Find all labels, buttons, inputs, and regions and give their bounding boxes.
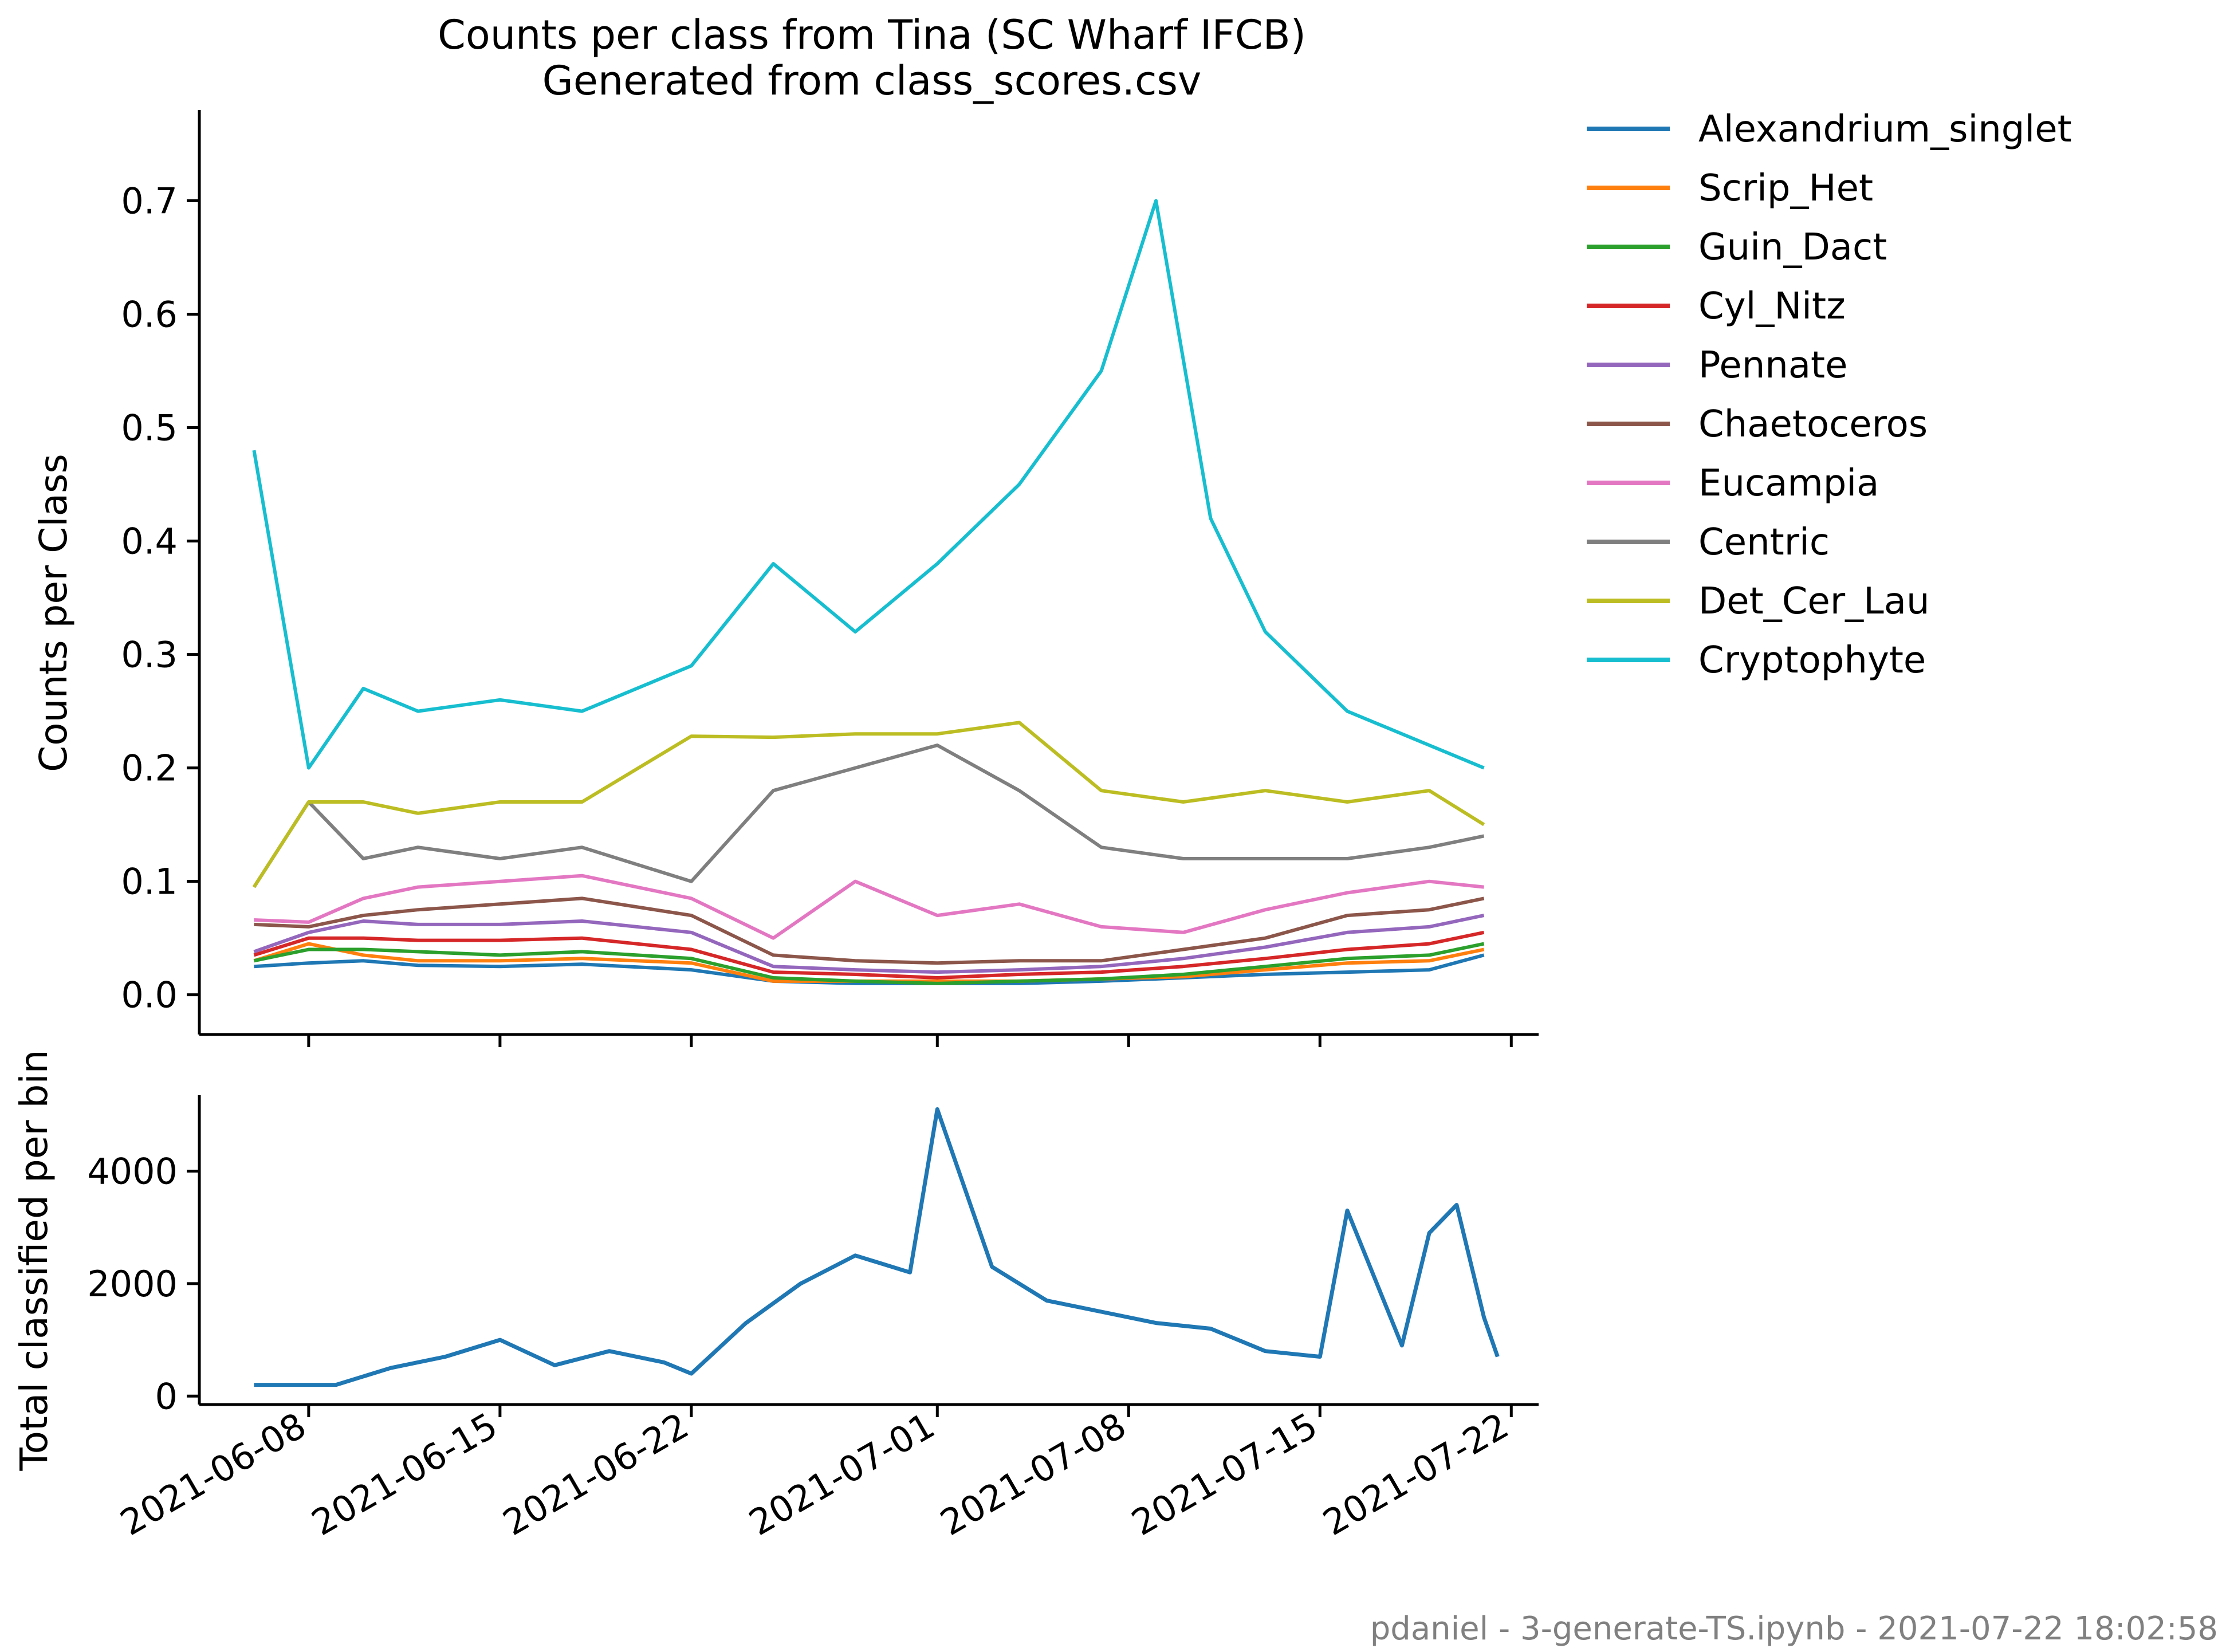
legend-label: Alexandrium_singlet: [1698, 108, 2072, 151]
top-panel: 0.0 0.1 0.2 0.3 0.4 0.5 0.6 0.7 Counts per Clas…: [32, 110, 1539, 1047]
top-y-tick-label: 0.3: [121, 634, 178, 676]
top-y-tick-label: 0.6: [121, 293, 178, 335]
bottom-x-tick-label: 2021-06-22: [496, 1405, 696, 1544]
chart-title-line1: Counts per class from Tina (SC Wharf IFC…: [438, 11, 1306, 58]
top-series-lines: [252, 199, 1485, 985]
bottom-y-tick-label: 4000: [87, 1151, 178, 1193]
top-y-tick-label: 0.1: [121, 861, 178, 903]
legend: Alexandrium_singlet Scrip_Het Guin_Dact Cyl…: [1587, 108, 2072, 682]
top-y-tick-label: 0.0: [121, 974, 178, 1016]
series-line-eucampia: [254, 874, 1484, 940]
legend-label: Cryptophyte: [1698, 639, 1926, 682]
legend-label: Eucampia: [1698, 462, 1879, 505]
bottom-x-tick-label: 2021-06-15: [305, 1405, 505, 1544]
series-line-total-1: [254, 1107, 1500, 1387]
chart-title-line2: Generated from class_scores.csv: [542, 57, 1202, 104]
series-line-alexandrium-singlet: [254, 953, 1485, 985]
legend-label: Scrip_Het: [1698, 167, 1873, 210]
legend-label: Pennate: [1698, 344, 1848, 387]
top-x-ticks: [307, 1035, 1513, 1047]
bottom-x-tick-label: 2021-07-08: [933, 1405, 1133, 1544]
series-line-cryptophyte: [252, 199, 1485, 770]
bottom-series-lines: [254, 1107, 1500, 1387]
top-y-tick-label: 0.2: [121, 748, 178, 789]
bottom-y-ticks: 0 2000 4000: [87, 1151, 199, 1417]
series-line-guin-dact: [253, 942, 1485, 985]
top-y-ticks: 0.0 0.1 0.2 0.3 0.4 0.5 0.6 0.7: [121, 180, 199, 1016]
legend-label: Chaetoceros: [1698, 403, 1928, 446]
series-line-chaetoceros: [254, 896, 1485, 965]
legend-label: Centric: [1698, 521, 1830, 564]
series-line-centric: [252, 744, 1485, 888]
bottom-y-tick-label: 2000: [87, 1263, 178, 1305]
footer-credit: pdaniel - 3-generate-TS.ipynb - 2021-07-…: [1370, 1610, 2218, 1647]
top-y-axis-label: Counts per Class: [32, 454, 76, 772]
legend-label: Det_Cer_Lau: [1698, 580, 1930, 623]
series-line-cyl-nitz: [253, 930, 1485, 980]
bottom-x-tick-label: 2021-07-15: [1124, 1405, 1324, 1544]
top-y-tick-label: 0.4: [121, 521, 178, 563]
series-line-det-cer-lau: [252, 721, 1485, 888]
bottom-x-tick-label: 2021-07-22: [1316, 1405, 1516, 1544]
bottom-y-tick-label: 0: [155, 1375, 178, 1417]
series-line-pennate: [253, 914, 1485, 974]
bottom-panel: 0 2000 4000 2021-06-082021-06-152021-06-22…: [12, 1049, 1539, 1544]
bottom-x-tick-label: 2021-07-01: [742, 1405, 942, 1544]
bottom-x-tick-label: 2021-06-08: [113, 1405, 313, 1544]
legend-label: Cyl_Nitz: [1698, 285, 1846, 328]
bottom-y-axis-label: Total classified per bin: [12, 1049, 56, 1471]
top-y-tick-label: 0.5: [121, 407, 178, 449]
legend-label: Guin_Dact: [1698, 226, 1887, 269]
top-y-tick-label: 0.7: [121, 180, 178, 222]
